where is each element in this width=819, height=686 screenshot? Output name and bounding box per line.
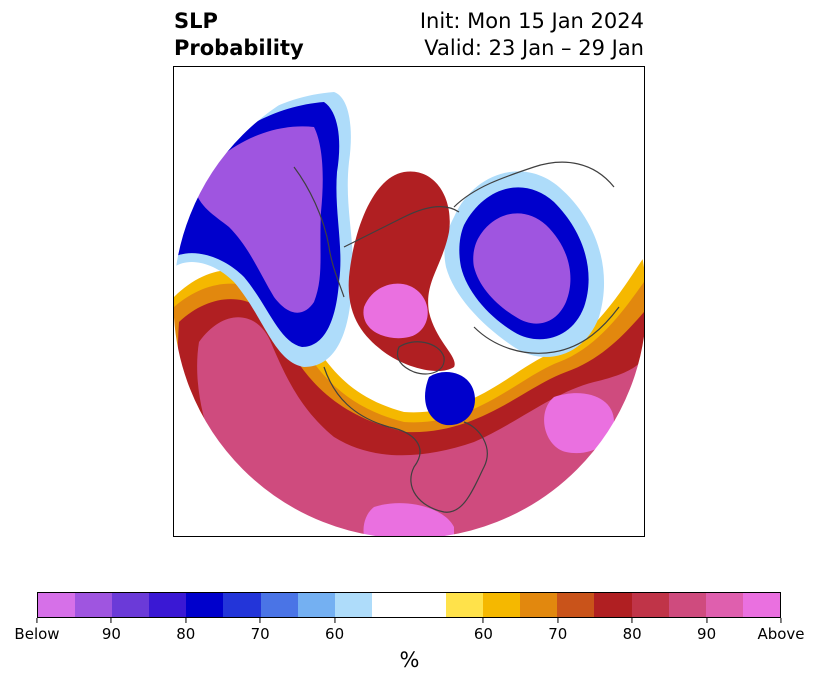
colorbar-segment [668,593,706,617]
colorbar-ticks: Below 90 80 70 60 60 70 80 90 Above [14,618,805,648]
colorbar-tick-mark [482,618,484,623]
colorbar-tick-mark [185,618,187,623]
map-title: SLP Probability [174,8,304,62]
colorbar-segment [408,593,447,617]
above-max-atlantic [544,393,614,454]
colorbar-segment [334,593,372,617]
colorbar-tick-mark [259,618,261,623]
greenland-coast [396,341,445,375]
eurasia-coast [453,161,620,354]
colorbar-tick-mark [110,618,112,623]
title-variable: SLP [174,9,218,33]
valid-range-label: Valid: 23 Jan – 29 Jan [424,36,644,60]
map-disc [174,67,644,536]
colorbar-segment [557,593,595,617]
above-arctic-core [363,283,428,339]
colorbar-segment [594,593,632,617]
colorbar-segment [483,593,521,617]
colorbar-tick-label: 80 [623,618,642,643]
colorbar-tick-text: 80 [176,625,196,643]
colorbar-segment [520,593,558,617]
colorbar-tick-label: 80 [176,618,195,643]
above-max-usa [363,503,454,536]
colorbar-segment [112,593,150,617]
colorbar-tick-text: 80 [622,625,642,643]
colorbar-segment [371,593,409,617]
colorbar-unit-label: % [399,648,420,672]
colorbar-tick-label: 90 [697,618,716,643]
colorbar-tick-text: 70 [250,625,270,643]
colorbar-tick-mark [780,618,782,623]
colorbar-tick-label: 60 [474,618,493,643]
colorbar-segment [149,593,187,617]
below-hudson-low [425,372,475,426]
colorbar-segment [223,593,261,617]
colorbar-segment [742,593,780,617]
colorbar-tick-text: 90 [101,625,121,643]
colorbar-tick-label: Above [757,618,805,643]
below-pacific-90 [194,126,323,313]
north-america-coast [323,366,488,513]
colorbar-segment [631,593,669,617]
title-product: Probability [174,36,304,60]
colorbar-tick-text: Below [14,625,60,643]
alaska-coast [293,166,345,298]
colorbar-tick-label: Below [14,618,60,643]
colorbar-tick-label: 70 [548,618,567,643]
colorbar-tick-text: 60 [325,625,345,643]
colorbar-tick-mark [36,618,38,623]
init-date-label: Init: Mon 15 Jan 2024 [419,9,644,33]
colorbar [37,592,781,618]
colorbar-tick-label: 90 [102,618,121,643]
colorbar-segment [446,593,484,617]
colorbar-tick-mark [631,618,633,623]
colorbar-tick-text: Above [757,625,805,643]
colorbar-tick-label: 70 [251,618,270,643]
above-band-90 [197,317,644,536]
colorbar-tick-text: 70 [548,625,568,643]
colorbar-segment [297,593,335,617]
colorbar-tick-mark [557,618,559,623]
colorbar-tick-label: 60 [325,618,344,643]
coastlines [293,161,620,513]
colorbar-tick-mark [334,618,336,623]
colorbar-segment [75,593,113,617]
colorbar-tick-mark [706,618,708,623]
colorbar-segment [260,593,298,617]
colorbar-tick-text: 60 [473,625,493,643]
colorbar-segment [186,593,224,617]
colorbar-tick-text: 90 [697,625,717,643]
colorbar-segment [38,593,76,617]
below-eurasia-90 [473,213,571,324]
siberia-coast [343,205,460,248]
colorbar-segment [705,593,743,617]
map-dates: Init: Mon 15 Jan 2024 Valid: 23 Jan – 29… [420,8,644,62]
probability-map [174,67,644,536]
map-panel [173,66,645,537]
